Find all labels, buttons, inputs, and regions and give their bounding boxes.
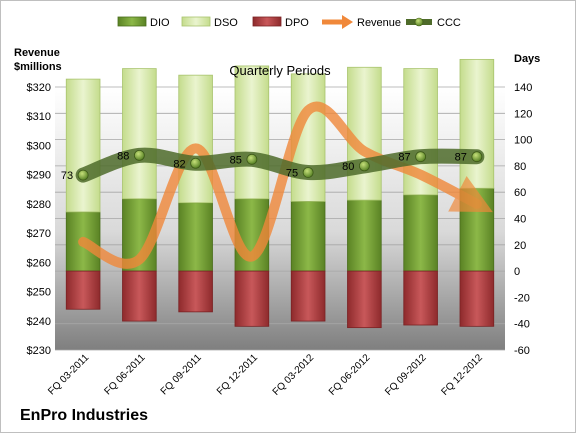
legend-item-dso: DSO	[181, 16, 238, 29]
right-tick-label: 60	[514, 187, 526, 199]
bar-dpo	[65, 270, 101, 310]
chart-title: Quarterly Periods	[229, 63, 331, 78]
ccc-data-label: 88	[117, 150, 129, 162]
legend-arrow	[342, 15, 353, 29]
legend-dot	[414, 17, 424, 27]
ccc-point	[471, 151, 483, 163]
bar-dpo	[459, 270, 495, 327]
legend-item-dpo: DPO	[252, 16, 309, 29]
right-tick-label: -40	[514, 319, 530, 331]
right-tick-label: 80	[514, 161, 526, 173]
bar-dpo	[290, 270, 326, 322]
right-tick-label: 0	[514, 266, 520, 278]
ccc-data-label: 80	[342, 161, 354, 173]
legend-label: DSO	[214, 17, 238, 29]
bar-dio	[403, 194, 438, 272]
legend-item-ccc: CCC	[406, 17, 461, 29]
right-axis-label: Days	[514, 53, 540, 65]
bars	[65, 58, 495, 329]
ccc-data-label: 87	[455, 152, 467, 164]
ccc-data-label: 75	[286, 167, 298, 179]
bar-dso	[178, 74, 213, 204]
ccc-data-label: 87	[398, 152, 410, 164]
ccc-point	[133, 149, 145, 161]
company-name: EnPro Industries	[20, 407, 148, 424]
left-tick-label: $260	[27, 257, 51, 269]
right-tick-label: 120	[514, 108, 532, 120]
left-tick-label: $280	[27, 199, 51, 211]
ccc-point	[77, 169, 89, 181]
right-tick-label: -60	[514, 345, 530, 357]
legend-swatch	[117, 16, 147, 27]
bar-dpo	[122, 270, 157, 322]
right-tick-label: 20	[514, 240, 526, 252]
legend-item-revenue: Revenue	[322, 15, 401, 29]
legend: DIO DSO DPO Revenue CCC	[117, 15, 461, 29]
legend-label: DIO	[150, 17, 170, 29]
legend-swatch	[181, 16, 211, 27]
right-tick-label: 100	[514, 135, 532, 147]
right-tick-label: 40	[514, 214, 526, 226]
left-tick-label: $250	[27, 287, 51, 299]
left-tick-label: $310	[27, 111, 51, 123]
right-tick-label: 140	[514, 82, 532, 94]
bar-dio	[178, 202, 213, 272]
bar-dso	[65, 78, 101, 213]
left-tick-label: $290	[27, 170, 51, 182]
ccc-point	[415, 151, 427, 163]
left-tick-label: $320	[27, 82, 51, 94]
left-tick-label: $300	[27, 140, 51, 152]
bar-dio	[290, 201, 326, 272]
left-tick-label: $240	[27, 316, 51, 328]
bar-dso	[459, 58, 495, 189]
ccc-point	[302, 167, 314, 178]
ccc-point	[358, 160, 370, 172]
ccc-data-label: 82	[173, 158, 185, 170]
legend-label: Revenue	[357, 17, 401, 29]
bar-dpo	[234, 270, 270, 327]
bar-dpo	[178, 270, 213, 313]
legend-item-dio: DIO	[117, 16, 170, 29]
bar-dso	[234, 65, 270, 200]
ccc-data-label: 73	[61, 170, 73, 182]
ccc-point	[190, 157, 202, 169]
legend-label: CCC	[437, 17, 461, 29]
bar-dpo	[403, 270, 438, 326]
right-tick-label: -20	[514, 292, 530, 304]
left-axis-label-line2: $millions	[14, 61, 62, 73]
bar-dpo	[347, 270, 382, 329]
bar-dio	[347, 199, 382, 272]
left-tick-label: $270	[27, 228, 51, 240]
legend-swatch	[252, 16, 282, 27]
series-lines: 73 88 82 85 75 80 87 87	[61, 101, 493, 269]
left-tick-label: $230	[27, 345, 51, 357]
legend-label: DPO	[285, 17, 309, 29]
ccc-point	[246, 153, 258, 165]
left-axis-label-line1: Revenue	[14, 47, 60, 59]
ccc-data-label: 85	[230, 154, 242, 166]
bar-dso	[122, 68, 157, 200]
